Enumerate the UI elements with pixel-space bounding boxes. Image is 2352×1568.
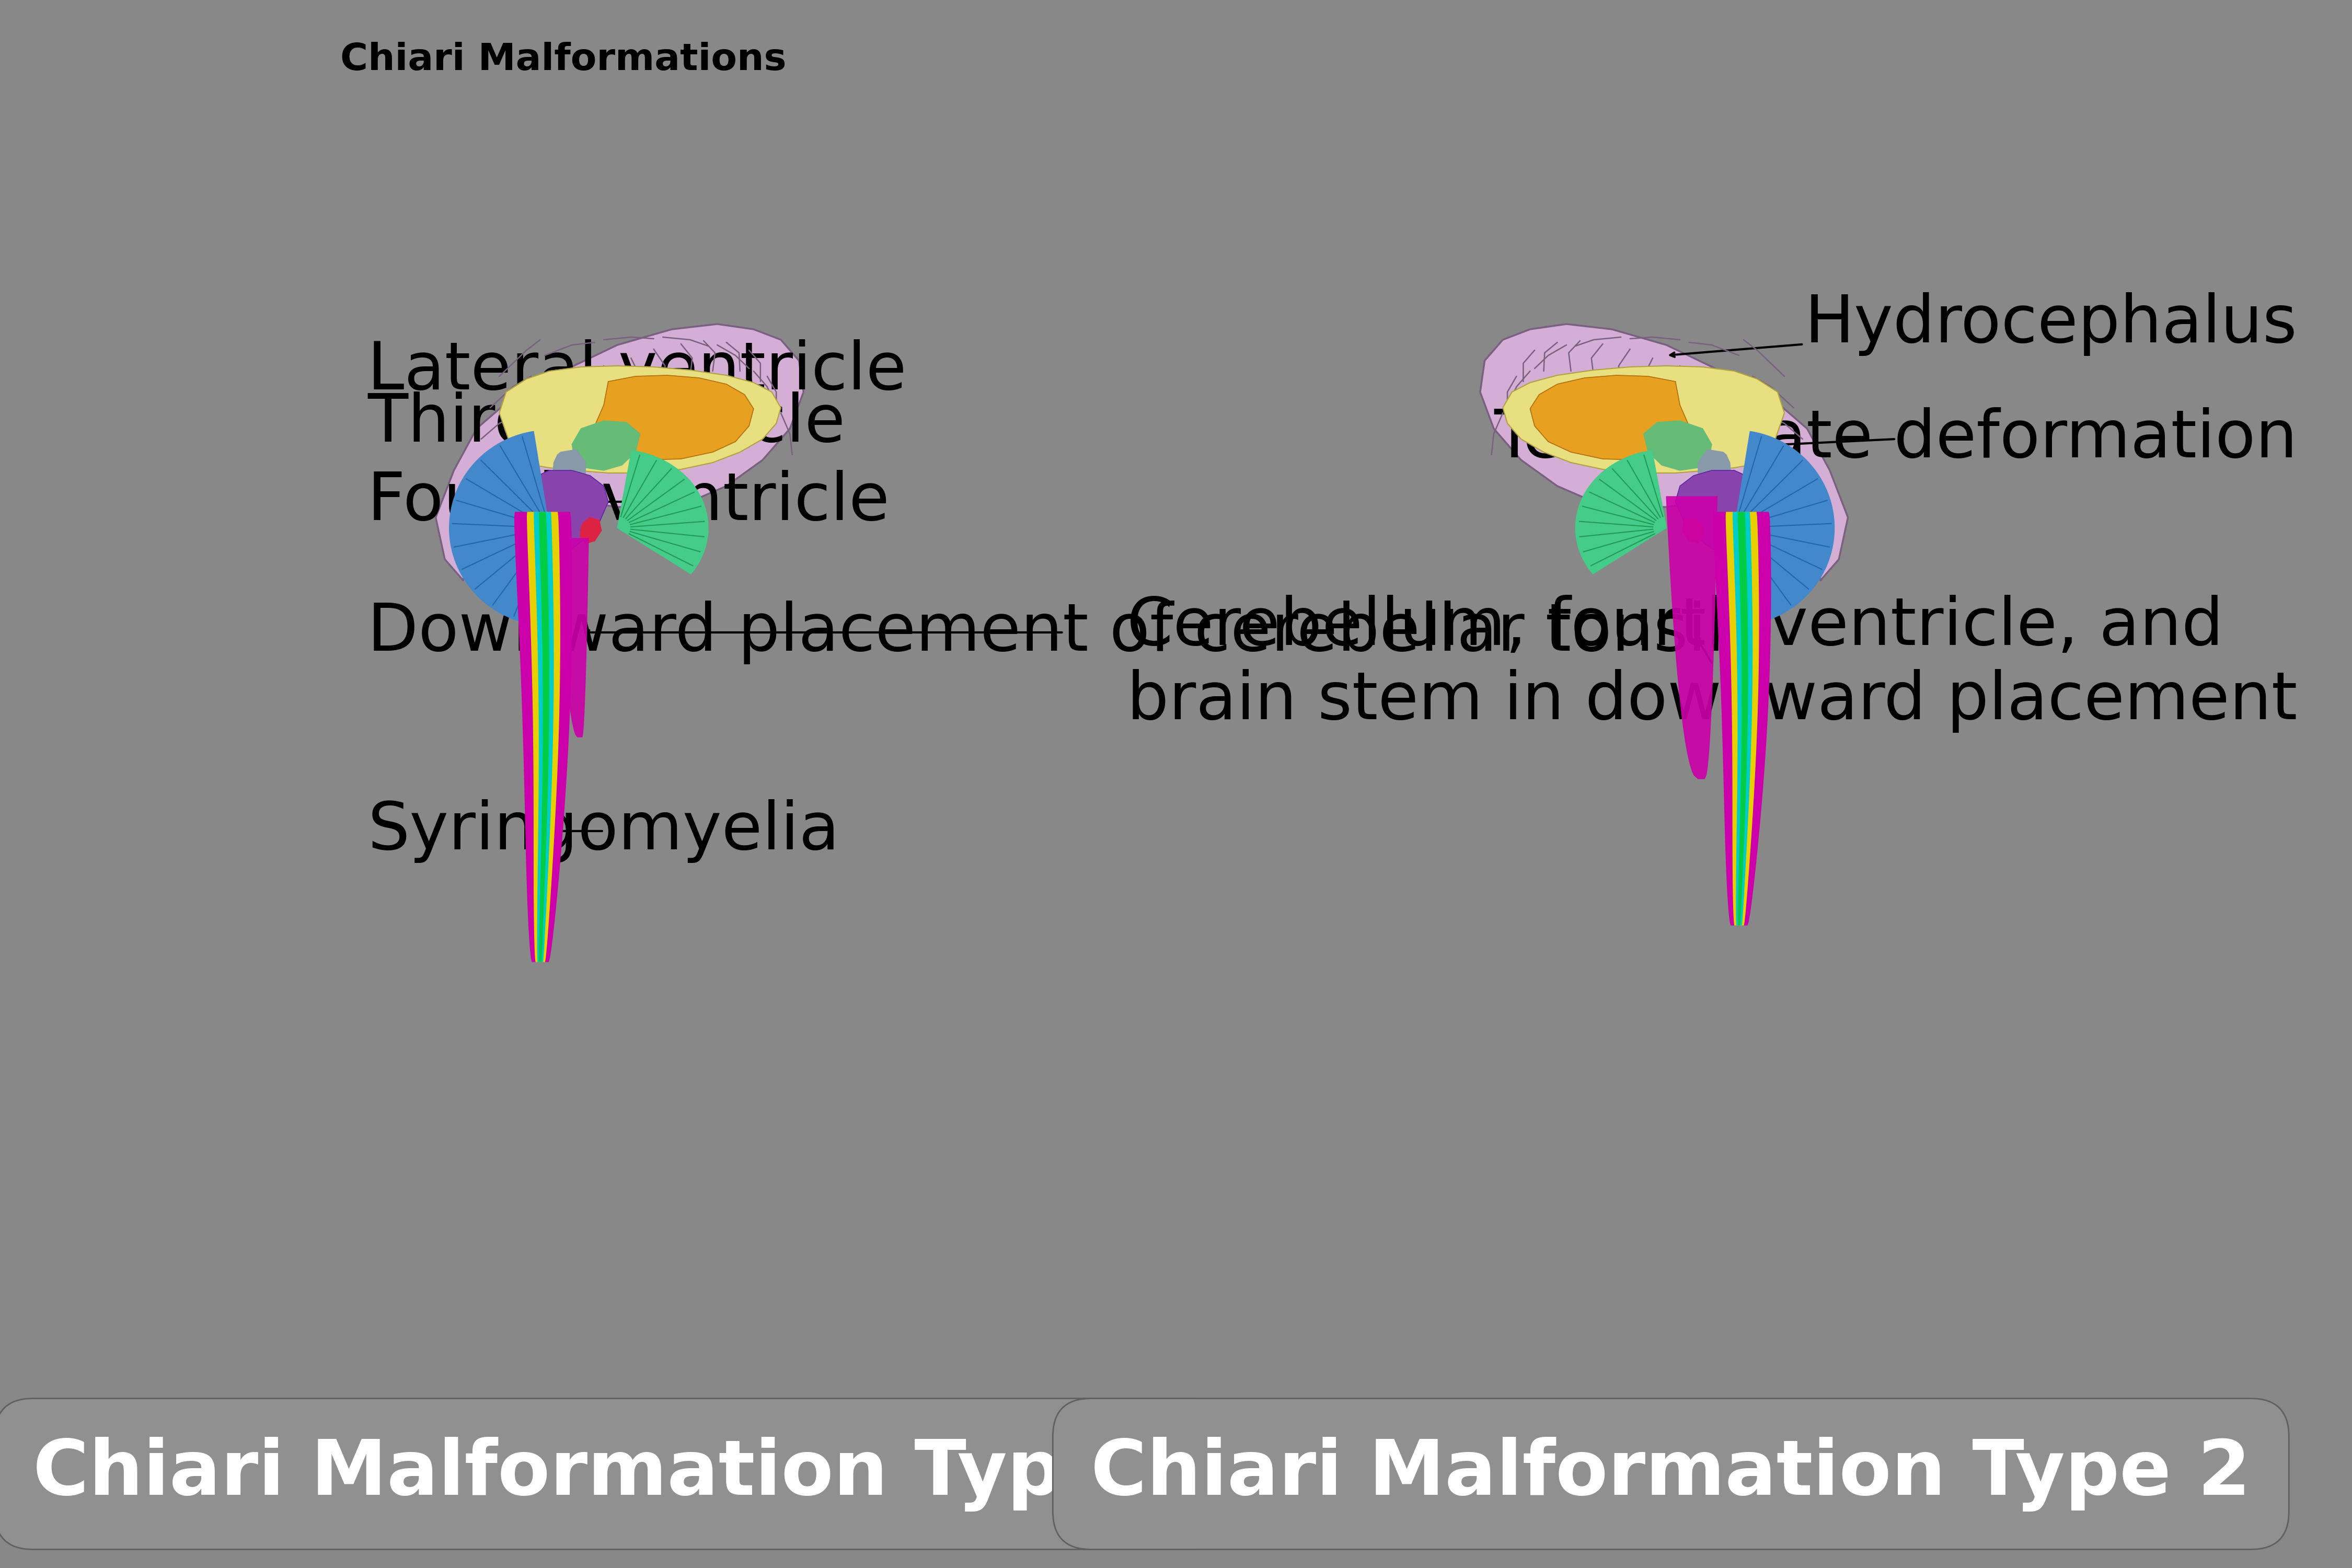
Text: Third ventricle: Third ventricle: [367, 392, 844, 455]
Polygon shape: [1503, 365, 1785, 474]
Text: Chiari Malformation Type 1: Chiari Malformation Type 1: [33, 1436, 1192, 1512]
Text: Tectal plate deformation: Tectal plate deformation: [1494, 408, 2298, 470]
Polygon shape: [1675, 470, 1771, 552]
Text: Lateral ventricle: Lateral ventricle: [367, 339, 908, 403]
Polygon shape: [1665, 497, 1717, 779]
Text: Downward placement of cerebellar tonsils: Downward placement of cerebellar tonsils: [367, 601, 1759, 665]
Text: Syringomyelia: Syringomyelia: [367, 800, 840, 862]
Polygon shape: [553, 450, 586, 491]
Polygon shape: [1719, 528, 1750, 564]
Polygon shape: [1531, 375, 1689, 459]
Polygon shape: [1698, 450, 1731, 491]
Polygon shape: [581, 517, 602, 544]
Polygon shape: [1733, 513, 1752, 925]
Polygon shape: [499, 365, 781, 474]
Polygon shape: [1576, 450, 1665, 574]
Polygon shape: [1733, 431, 1835, 626]
Polygon shape: [1479, 325, 1849, 580]
Polygon shape: [539, 513, 548, 961]
Polygon shape: [555, 538, 588, 737]
Text: Hydrocephalus: Hydrocephalus: [1670, 292, 2298, 358]
Text: Chiari Malformations: Chiari Malformations: [341, 42, 786, 78]
Polygon shape: [572, 420, 640, 470]
Polygon shape: [527, 513, 560, 961]
Text: Chiari Malformation Type 2: Chiari Malformation Type 2: [1091, 1436, 2251, 1512]
Polygon shape: [1748, 544, 1778, 591]
Polygon shape: [616, 450, 708, 574]
Polygon shape: [1682, 517, 1703, 544]
Polygon shape: [1738, 513, 1748, 925]
Polygon shape: [515, 513, 572, 961]
Polygon shape: [1715, 513, 1771, 925]
Text: Fourth ventricle: Fourth ventricle: [367, 470, 889, 533]
Polygon shape: [506, 544, 536, 591]
Polygon shape: [1726, 513, 1759, 925]
Polygon shape: [449, 431, 550, 626]
Polygon shape: [513, 470, 609, 552]
Polygon shape: [534, 528, 564, 564]
Polygon shape: [435, 325, 804, 580]
Polygon shape: [595, 375, 753, 459]
Text: Cerebellum, fourth ventricle, and
brain stem in downward placement: Cerebellum, fourth ventricle, and brain …: [1127, 594, 2298, 732]
Polygon shape: [1644, 420, 1712, 470]
Polygon shape: [534, 513, 553, 961]
